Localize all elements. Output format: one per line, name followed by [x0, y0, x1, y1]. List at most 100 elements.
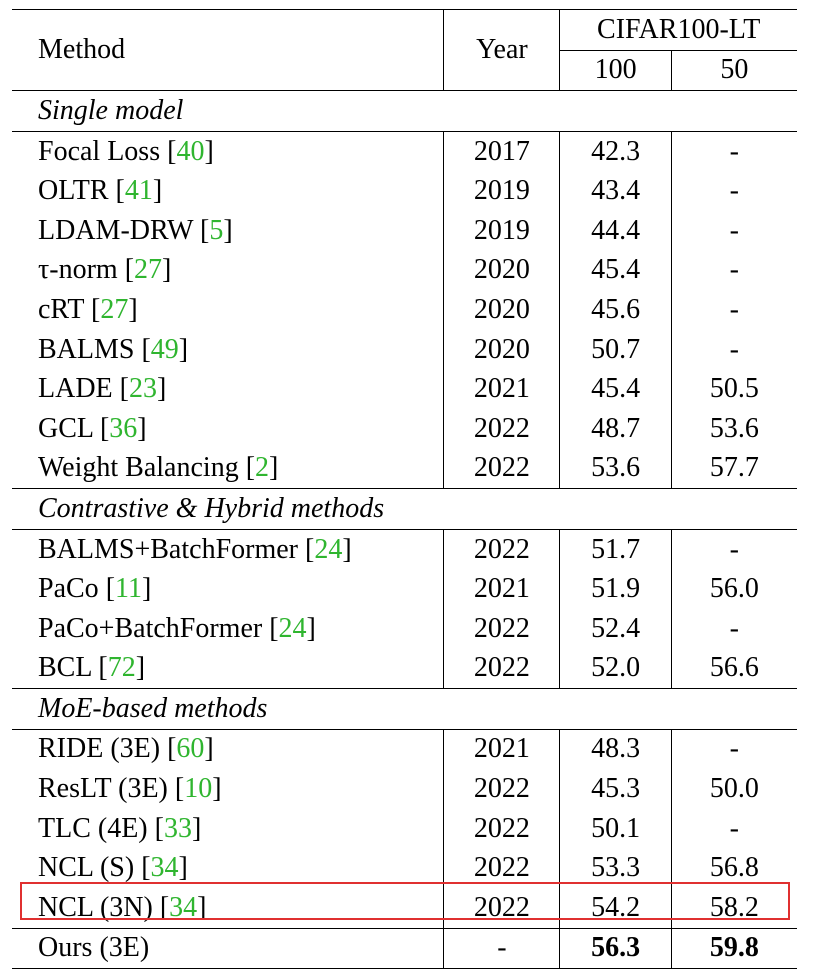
cifar100-ratio50-cell: 50.5	[670, 369, 797, 409]
cifar100-ratio100-cell: 45.6	[559, 290, 672, 330]
method-cell: RIDE (3E) [60]	[38, 733, 214, 765]
method-name: BALMS	[38, 333, 135, 365]
ours-row: Ours (3E) -56.3 59.8	[12, 927, 797, 970]
year-cell: 2019	[443, 210, 560, 251]
cifar100-ratio50-cell: 59.8	[670, 927, 797, 970]
group-title: MoE-based methods	[12, 688, 797, 730]
group-title: Single model	[12, 90, 797, 132]
method-cell: LADE [23]	[38, 373, 167, 405]
table-row: TLC (4E) [33] 2022 50.1-	[12, 808, 797, 849]
method-cell: OLTR [41]	[38, 175, 163, 207]
citation-link[interactable]: 36	[109, 412, 138, 444]
citation-link[interactable]: 41	[124, 175, 153, 207]
method-name: NCL (3N)	[38, 891, 153, 923]
year-cell: 2022	[443, 848, 560, 889]
year-cell: -	[443, 927, 560, 970]
citation-link[interactable]: 33	[163, 812, 192, 844]
method-name: BCL	[38, 652, 92, 684]
citation-link[interactable]: 11	[115, 573, 142, 605]
cifar100-ratio100-cell: 42.3	[559, 131, 672, 172]
cifar100-ratio50-cell: -	[670, 608, 797, 649]
cifar100-ratio50-cell: -	[670, 250, 797, 291]
citation-link[interactable]: 2	[255, 452, 270, 484]
table-row: Weight Balancing [2] 2022 53.6 57.7	[12, 448, 797, 489]
cifar100-ratio50-cell: -	[670, 329, 797, 370]
citation-link[interactable]: 23	[128, 373, 157, 405]
citation-link[interactable]: 49	[150, 333, 179, 365]
year-cell: 2021	[443, 569, 560, 609]
table-row: GCL [36] 2022 48.7 53.6	[12, 408, 797, 449]
table-row: PaCo [11] 2021 51.9 56.0	[12, 569, 797, 609]
method-cell: τ-norm [27]	[38, 254, 172, 286]
cifar100-ratio50-cell: 58.2	[670, 888, 797, 929]
dataset-column-header: CIFAR100-LT	[559, 9, 797, 51]
citation-link[interactable]: 24	[278, 612, 307, 644]
year-cell: 2022	[443, 608, 560, 649]
citation-link[interactable]: 60	[176, 733, 205, 765]
table-header: Method Year CIFAR100-LT 100 50	[12, 8, 797, 91]
cifar100-ratio100-cell: 45.4	[559, 369, 672, 409]
citation-link[interactable]: 27	[100, 293, 129, 325]
method-name: BALMS+BatchFormer	[38, 533, 298, 565]
method-column-header: Method	[12, 8, 444, 91]
year-cell: 2022	[443, 769, 560, 809]
method-name: Focal Loss	[38, 135, 161, 167]
table-row: Focal Loss [40] 2017 42.3-	[12, 131, 797, 172]
method-name: Weight Balancing	[38, 452, 239, 484]
cifar100-ratio50-cell: 56.8	[670, 848, 797, 889]
cifar100-ratio100-cell: 54.2	[559, 888, 672, 929]
citation-link[interactable]: 34	[150, 852, 179, 884]
year-cell: 2019	[443, 171, 560, 211]
year-cell: 2022	[443, 648, 560, 689]
method-name: ResLT (3E)	[38, 773, 168, 805]
table-row: BALMS [49] 2020 50.7-	[12, 329, 797, 370]
group-header-row: Single model	[12, 90, 797, 132]
table-row: RIDE (3E) [60] 2021 48.3-	[12, 729, 797, 770]
method-name: LDAM-DRW	[38, 214, 194, 246]
cifar100-ratio100-cell: 44.4	[559, 210, 672, 251]
method-name: OLTR	[38, 175, 109, 207]
method-cell: ResLT (3E) [10]	[38, 773, 222, 805]
method-cell: PaCo+BatchFormer [24]	[38, 612, 316, 644]
year-cell: 2017	[443, 131, 560, 172]
method-name: GCL	[38, 412, 93, 444]
year-cell: 2021	[443, 369, 560, 409]
year-cell: 2022	[443, 529, 560, 570]
citation-link[interactable]: 5	[209, 214, 224, 246]
table-row: τ-norm [27] 2020 45.4-	[12, 250, 797, 291]
cifar100-ratio100-cell: 51.9	[559, 569, 672, 609]
cifar100-ratio50-cell: 53.6	[670, 408, 797, 449]
table-row: BCL [72] 2022 52.0 56.6	[12, 648, 797, 689]
table-body: Single model Focal Loss [40] 2017 42.3- OLTR…	[12, 90, 797, 970]
citation-link[interactable]: 40	[176, 135, 205, 167]
table-row: BALMS+BatchFormer [24] 2022 51.7-	[12, 529, 797, 570]
citation-link[interactable]: 27	[134, 254, 163, 286]
cifar100-ratio50-cell: -	[670, 210, 797, 251]
citation-link[interactable]: 10	[184, 773, 213, 805]
cifar100-ratio50-cell: 56.0	[670, 569, 797, 609]
cifar100-ratio100-cell: 56.3	[559, 927, 672, 970]
year-cell: 2022	[443, 448, 560, 489]
year-cell: 2021	[443, 729, 560, 770]
cifar100-ratio100-cell: 50.1	[559, 808, 672, 849]
method-name: PaCo+BatchFormer	[38, 612, 263, 644]
cifar100-ratio50-cell: 50.0	[670, 769, 797, 809]
cifar100-ratio50-cell: -	[670, 729, 797, 770]
citation-link[interactable]: 72	[107, 652, 136, 684]
method-name: NCL (S)	[38, 852, 135, 884]
citation-link[interactable]: 34	[169, 891, 198, 923]
year-cell: 2020	[443, 290, 560, 330]
group-title: Contrastive & Hybrid methods	[12, 488, 797, 530]
ratio-50-header: 50	[670, 50, 797, 91]
table-row: NCL (S) [34] 2022 53.3 56.8	[12, 848, 797, 889]
method-name: RIDE (3E)	[38, 733, 161, 765]
method-cell: BALMS [49]	[38, 333, 189, 365]
table-row: ResLT (3E) [10] 2022 45.3 50.0	[12, 769, 797, 809]
year-cell: 2022	[443, 888, 560, 929]
group-header-row: Contrastive & Hybrid methods	[12, 488, 797, 530]
cifar100-ratio100-cell: 53.3	[559, 848, 672, 889]
citation-link[interactable]: 24	[314, 533, 343, 565]
year-cell: 2022	[443, 808, 560, 849]
table-row: NCL (3N) [34] 2022 54.2 58.2	[12, 888, 797, 929]
method-cell: BCL [72]	[38, 652, 146, 684]
